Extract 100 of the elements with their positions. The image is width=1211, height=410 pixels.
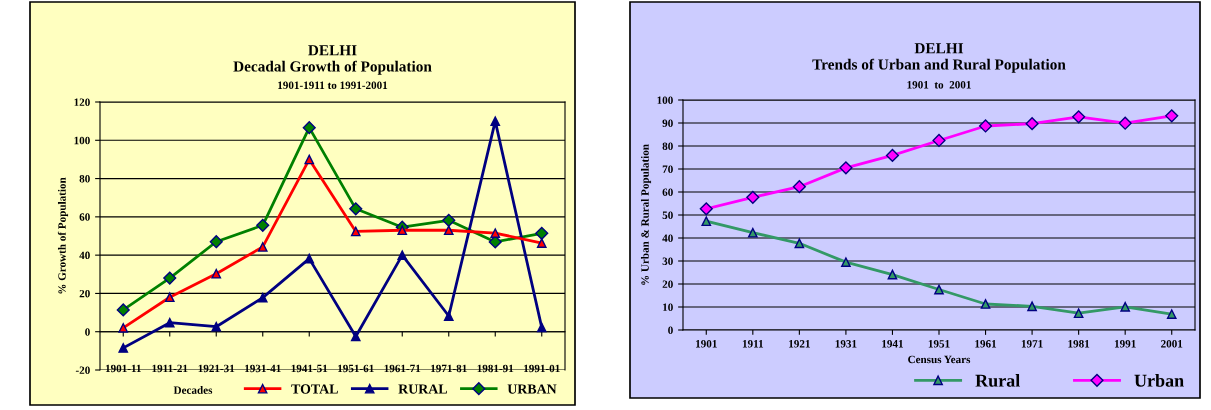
point xyxy=(1166,309,1177,319)
point xyxy=(934,284,944,295)
y-tick-label: 40 xyxy=(79,251,90,260)
point xyxy=(164,317,175,328)
point xyxy=(1118,116,1132,130)
point xyxy=(118,343,129,353)
y-tick-label: 0 xyxy=(85,328,90,336)
point xyxy=(209,235,223,249)
point xyxy=(978,119,993,133)
y-axis-title: % Urban & Rural Population xyxy=(640,144,652,285)
point xyxy=(536,322,547,333)
point xyxy=(887,269,898,280)
legend-label: Rural xyxy=(975,374,1020,387)
point xyxy=(442,213,456,227)
y-tick-label: 70 xyxy=(662,165,673,173)
chart-subtitle: 1901-1911 to 1991-2001 xyxy=(278,81,388,90)
point xyxy=(397,250,408,261)
x-tick-label: 2001 xyxy=(1161,340,1183,348)
point xyxy=(1120,301,1131,312)
legend-label: RURAL xyxy=(398,384,447,394)
point xyxy=(211,268,222,279)
point xyxy=(164,292,175,303)
point xyxy=(1025,117,1039,131)
point xyxy=(304,154,315,165)
point xyxy=(747,227,758,238)
y-tick-label: 90 xyxy=(662,119,673,127)
point xyxy=(211,321,222,332)
point xyxy=(257,242,268,252)
x-tick-label: 1981-91 xyxy=(477,364,514,373)
point xyxy=(490,228,501,238)
x-tick-label: 1981 xyxy=(1068,340,1090,348)
point xyxy=(792,180,806,194)
point xyxy=(841,257,851,268)
y-tick-label: 30 xyxy=(662,257,673,265)
y-tick-label: 100 xyxy=(657,96,673,104)
point xyxy=(349,202,363,216)
point xyxy=(885,148,900,163)
point xyxy=(257,292,268,303)
x-tick-label: 1911-21 xyxy=(152,364,188,373)
legend-label: TOTAL xyxy=(291,384,338,394)
y-tick-label: 50 xyxy=(662,211,673,219)
point xyxy=(304,253,315,264)
x-tick-label: 1921 xyxy=(789,340,810,348)
x-tick-label: 1931-41 xyxy=(245,364,281,373)
point xyxy=(701,216,712,227)
y-tick-label: -20 xyxy=(75,366,90,374)
x-tick-label: 1901 xyxy=(696,340,717,348)
y-tick-label: 60 xyxy=(79,213,90,221)
x-tick-label: 1991-01 xyxy=(524,364,560,373)
point xyxy=(1027,301,1037,312)
point xyxy=(302,121,316,135)
point xyxy=(443,225,454,236)
x-tick-label: 1901-11 xyxy=(105,364,141,373)
point xyxy=(350,331,361,342)
x-tick-label: 1991 xyxy=(1114,340,1136,348)
point xyxy=(443,311,454,321)
x-tick-label: 1911 xyxy=(742,340,764,348)
chart-subtitle: 1901 to 2001 xyxy=(907,81,971,89)
legend-label: URBAN xyxy=(507,384,557,394)
x-tick-label: 1951-61 xyxy=(338,364,374,373)
point xyxy=(490,116,501,127)
point xyxy=(256,218,270,232)
y-tick-label: 80 xyxy=(79,175,90,183)
y-tick-label: 10 xyxy=(663,303,673,311)
x-tick-label: 1971 xyxy=(1021,340,1043,348)
x-tick-label: 1951 xyxy=(928,340,950,348)
point xyxy=(163,271,177,285)
point xyxy=(932,133,946,148)
y-tick-label: 0 xyxy=(668,326,673,334)
y-tick-label: 120 xyxy=(74,98,90,106)
x-tick-label: 1971-81 xyxy=(431,364,467,373)
y-tick-label: 60 xyxy=(662,188,673,196)
y-tick-label: 20 xyxy=(79,289,90,298)
x-tick-label: 1921-31 xyxy=(198,364,235,373)
point xyxy=(1073,308,1084,319)
x-tick-label: 1961 xyxy=(975,340,997,348)
point xyxy=(1072,110,1086,124)
point xyxy=(116,303,130,317)
point xyxy=(699,202,713,216)
point xyxy=(794,238,805,249)
x-tick-label: 1941-51 xyxy=(291,364,328,373)
chart-title: DELHI Decadal Growth of Population xyxy=(233,45,432,75)
x-axis-title: Decades xyxy=(173,386,213,394)
point xyxy=(397,225,408,236)
point xyxy=(350,226,361,237)
y-tick-label: 20 xyxy=(662,280,673,288)
x-tick-label: 1931 xyxy=(835,340,857,348)
x-axis-title: Census Years xyxy=(908,355,971,364)
point xyxy=(839,161,853,175)
y-tick-label: 100 xyxy=(74,136,90,145)
point xyxy=(535,226,549,240)
chart-title: DELHI Trends of Urban and Rural Population xyxy=(812,43,1066,73)
x-tick-label: 1941 xyxy=(882,340,903,348)
point xyxy=(746,190,760,204)
point xyxy=(980,299,991,309)
point xyxy=(536,238,547,248)
y-tick-label: 40 xyxy=(662,234,673,242)
point xyxy=(118,323,129,333)
legend-label: Urban xyxy=(1134,374,1184,387)
x-tick-label: 1961-71 xyxy=(384,364,421,373)
